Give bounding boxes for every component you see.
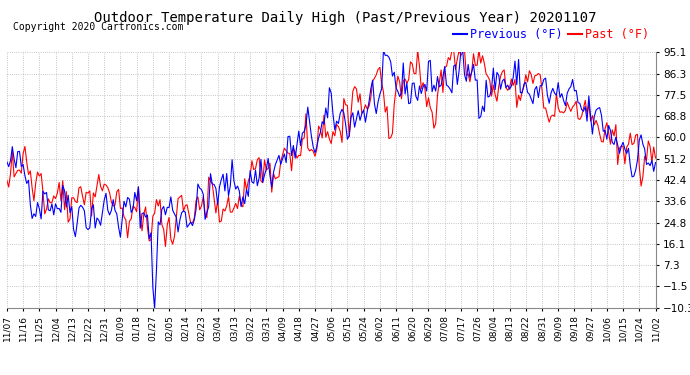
Text: Outdoor Temperature Daily High (Past/Previous Year) 20201107: Outdoor Temperature Daily High (Past/Pre…	[94, 11, 596, 25]
Legend: Previous (°F), Past (°F): Previous (°F), Past (°F)	[448, 23, 654, 45]
Text: Copyright 2020 Cartronics.com: Copyright 2020 Cartronics.com	[13, 22, 184, 32]
